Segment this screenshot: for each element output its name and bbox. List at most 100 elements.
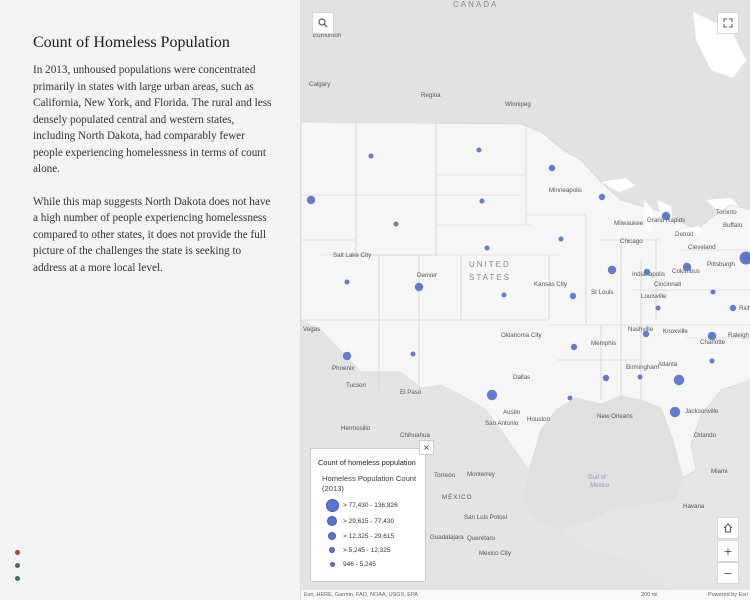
- city-label: Toronto: [716, 209, 737, 216]
- nav-dot-1[interactable]: [15, 550, 20, 555]
- city-label: Phoenix: [332, 365, 355, 372]
- symbol-mo[interactable]: [569, 292, 577, 300]
- home-button[interactable]: [717, 517, 739, 539]
- city-label: Tucson: [346, 382, 367, 389]
- search-icon: [318, 18, 328, 28]
- zoom-in-button[interactable]: +: [717, 540, 739, 562]
- legend-symbol: [328, 532, 336, 540]
- city-label: Monterrey: [467, 471, 496, 478]
- label-gulf: Gulf of: [588, 475, 607, 481]
- city-label: Charlotte: [700, 339, 726, 346]
- legend-label: 946 - 5,245: [343, 560, 376, 568]
- search-button[interactable]: [312, 12, 334, 34]
- symbol-il[interactable]: [607, 265, 617, 275]
- symbol-ok[interactable]: [570, 343, 578, 351]
- symbol-wi[interactable]: [598, 193, 606, 201]
- city-label: Oklahoma City: [501, 332, 542, 339]
- legend-row-1: 946 - 5,245: [321, 557, 376, 571]
- symbol-ny[interactable]: [739, 251, 750, 265]
- attribution-text[interactable]: Esri, HERE, Garmin, FAO, NOAA, USGS, EPA: [304, 592, 418, 598]
- legend-symbol: [327, 516, 337, 526]
- legend-row-4: > 29,615 - 77,430: [321, 514, 394, 528]
- city-label: Salt Lake City: [333, 252, 372, 259]
- symbol-in[interactable]: [643, 268, 651, 276]
- zoom-out-button[interactable]: −: [717, 562, 739, 584]
- city-label: Birmingham: [626, 364, 659, 371]
- symbol-la[interactable]: [602, 374, 610, 382]
- city-label: Pittsburgh: [707, 261, 735, 268]
- city-label: Milwaukee: [614, 220, 644, 227]
- city-label: Mexico City: [479, 550, 512, 557]
- story-paragraph-2: While this map suggests North Dakota doe…: [33, 195, 271, 274]
- powered-by-esri[interactable]: Powered by Esri: [707, 592, 748, 598]
- legend-label: > 77,430 - 136,826: [343, 501, 398, 509]
- scale-bar-label: 200 mi: [641, 592, 658, 598]
- legend-row-5: > 77,430 - 136,826: [321, 498, 398, 512]
- symbol-nm[interactable]: [410, 351, 416, 357]
- city-label: Austin: [503, 409, 521, 416]
- city-label: Memphis: [591, 340, 616, 347]
- symbol-ar[interactable]: [567, 395, 573, 401]
- symbol-ia[interactable]: [558, 236, 564, 242]
- symbol-oh[interactable]: [682, 262, 692, 272]
- label-canada: CANADA: [453, 0, 498, 9]
- nav-dot-3[interactable]: [15, 576, 20, 581]
- symbol-nd[interactable]: [476, 147, 482, 153]
- story-nav: [15, 550, 20, 589]
- symbol-mt[interactable]: [368, 153, 374, 159]
- symbol-fl[interactable]: [669, 406, 681, 418]
- symbol-ga[interactable]: [673, 374, 685, 386]
- symbol-tn[interactable]: [642, 330, 650, 338]
- symbol-va[interactable]: [729, 304, 737, 312]
- legend-close-button[interactable]: ×: [419, 440, 434, 455]
- nav-dot-2[interactable]: [15, 563, 20, 568]
- symbol-tx[interactable]: [486, 389, 498, 401]
- legend-label: > 29,615 - 77,430: [343, 517, 395, 525]
- city-label: Edmonton: [313, 32, 342, 39]
- story-body: In 2013, unhoused populations were conce…: [33, 62, 273, 292]
- city-label: New Orleans: [597, 413, 633, 420]
- symbol-nc[interactable]: [707, 331, 717, 341]
- city-label: Columbus: [672, 268, 700, 275]
- symbol-co[interactable]: [414, 282, 424, 292]
- symbol-sd[interactable]: [479, 198, 485, 204]
- city-label: Denver: [417, 272, 437, 279]
- fullscreen-button[interactable]: [717, 12, 739, 34]
- city-label: Chicago: [620, 238, 643, 245]
- symbol-wv[interactable]: [710, 289, 716, 295]
- city-label: Raleigh: [728, 332, 750, 339]
- symbol-mi[interactable]: [661, 211, 671, 221]
- city-label: Hermosillo: [341, 425, 371, 432]
- city-label: Calgary: [309, 81, 331, 88]
- symbol-ms[interactable]: [637, 374, 643, 380]
- city-label: Buffalo: [723, 222, 743, 229]
- city-label: Vegas: [303, 326, 320, 333]
- symbol-sc[interactable]: [709, 358, 715, 364]
- symbol-ut[interactable]: [344, 279, 350, 285]
- symbol-az[interactable]: [342, 351, 352, 361]
- symbol-ne[interactable]: [484, 245, 490, 251]
- city-label: Guadalajara: [430, 534, 464, 541]
- label-states: STATES: [469, 273, 511, 282]
- symbol-ky[interactable]: [655, 305, 661, 311]
- story-title: Count of Homeless Population: [33, 34, 230, 51]
- expand-icon: [723, 18, 733, 28]
- city-label: Kansas City: [534, 281, 568, 288]
- city-label: Torreón: [434, 472, 456, 479]
- symbol-ks[interactable]: [501, 292, 507, 298]
- symbol-wy[interactable]: [393, 221, 399, 227]
- city-label: Regina: [421, 92, 441, 99]
- city-label: Richi: [739, 305, 750, 312]
- label-united: UNITED: [469, 260, 511, 269]
- city-label: Grand Rapids: [647, 217, 685, 224]
- city-label: Knoxville: [663, 328, 688, 335]
- city-label: Havana: [683, 503, 705, 510]
- city-label: Miami: [711, 468, 728, 475]
- symbol-mn[interactable]: [548, 164, 556, 172]
- attribution-bar: Esri, HERE, Garmin, FAO, NOAA, USGS, EPA…: [301, 590, 750, 600]
- map-view[interactable]: CANADA UNITED STATES MÉXICO Gulf of Mexi…: [300, 0, 750, 600]
- homeless-count-symbols: [306, 147, 750, 418]
- legend-heading: Count of homeless population: [318, 458, 416, 467]
- city-label: Cleveland: [688, 244, 716, 251]
- symbol-wa[interactable]: [306, 195, 316, 205]
